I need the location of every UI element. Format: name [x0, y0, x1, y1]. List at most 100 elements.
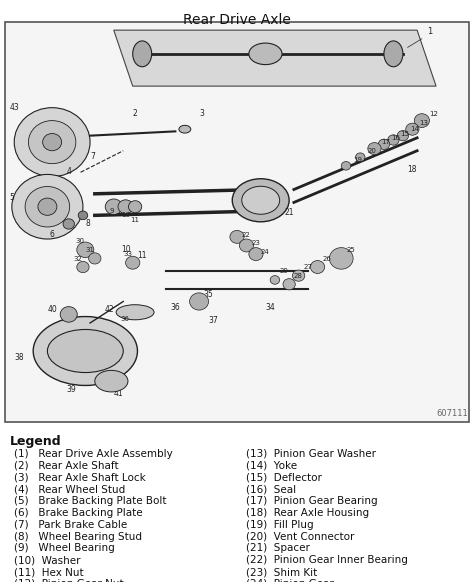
- Circle shape: [378, 139, 390, 150]
- Circle shape: [38, 198, 57, 215]
- Text: Rear Drive Axle: Rear Drive Axle: [183, 13, 291, 27]
- Circle shape: [14, 108, 90, 176]
- Text: 34: 34: [265, 303, 275, 312]
- Text: (13)  Pinion Gear Washer: (13) Pinion Gear Washer: [246, 449, 376, 459]
- Text: 21: 21: [284, 208, 294, 217]
- Ellipse shape: [249, 43, 282, 65]
- Circle shape: [190, 293, 209, 310]
- Text: 14: 14: [410, 126, 419, 132]
- Text: 23: 23: [251, 240, 260, 247]
- Text: 9: 9: [109, 208, 113, 214]
- Text: 8: 8: [85, 219, 90, 228]
- Text: (23)  Shim Kit: (23) Shim Kit: [246, 567, 318, 577]
- Ellipse shape: [47, 329, 123, 372]
- Circle shape: [63, 219, 74, 229]
- Text: 607111: 607111: [436, 409, 468, 418]
- Text: 26: 26: [322, 255, 331, 261]
- Text: 36: 36: [121, 316, 130, 322]
- Circle shape: [12, 175, 83, 239]
- Text: 17: 17: [382, 139, 391, 146]
- Text: 10: 10: [121, 212, 130, 218]
- Circle shape: [126, 256, 140, 269]
- Text: (1)   Rear Drive Axle Assembly: (1) Rear Drive Axle Assembly: [14, 449, 173, 459]
- Text: 27: 27: [303, 264, 312, 270]
- Text: 2: 2: [133, 109, 137, 118]
- Text: 25: 25: [346, 247, 355, 253]
- Text: 29: 29: [280, 268, 289, 275]
- Text: (3)   Rear Axle Shaft Lock: (3) Rear Axle Shaft Lock: [14, 473, 146, 482]
- Text: (5)   Brake Backing Plate Bolt: (5) Brake Backing Plate Bolt: [14, 496, 167, 506]
- Text: (14)  Yoke: (14) Yoke: [246, 461, 298, 471]
- Text: 11: 11: [137, 251, 147, 260]
- Text: (4)   Rear Wheel Stud: (4) Rear Wheel Stud: [14, 484, 126, 494]
- Text: (18)  Rear Axle Housing: (18) Rear Axle Housing: [246, 508, 370, 518]
- Text: 37: 37: [209, 316, 219, 325]
- Circle shape: [89, 253, 101, 264]
- Text: 36: 36: [171, 303, 181, 312]
- Text: 10: 10: [121, 245, 130, 254]
- Text: (10)  Washer: (10) Washer: [14, 555, 81, 565]
- Text: 3: 3: [199, 109, 204, 118]
- Circle shape: [397, 130, 409, 141]
- Circle shape: [283, 279, 295, 290]
- Text: (9)   Wheel Bearing: (9) Wheel Bearing: [14, 544, 115, 553]
- Ellipse shape: [33, 317, 137, 385]
- Circle shape: [230, 230, 244, 243]
- FancyBboxPatch shape: [5, 22, 469, 422]
- Circle shape: [77, 242, 94, 258]
- Text: (12)  Pinion Gear Nut: (12) Pinion Gear Nut: [14, 579, 124, 582]
- Text: 38: 38: [14, 353, 24, 361]
- Circle shape: [406, 123, 419, 135]
- Text: 5: 5: [9, 193, 14, 203]
- Text: 4: 4: [66, 168, 71, 176]
- Text: 24: 24: [261, 249, 269, 255]
- Ellipse shape: [95, 370, 128, 392]
- Circle shape: [25, 186, 70, 227]
- Text: 30: 30: [76, 239, 85, 244]
- Text: (20)  Vent Connector: (20) Vent Connector: [246, 531, 355, 542]
- Ellipse shape: [116, 305, 154, 320]
- Circle shape: [128, 201, 142, 213]
- Circle shape: [78, 211, 88, 219]
- Text: 31: 31: [85, 247, 94, 253]
- Circle shape: [118, 200, 133, 214]
- Text: 28: 28: [294, 273, 303, 279]
- Text: 42: 42: [104, 305, 114, 314]
- Ellipse shape: [242, 186, 280, 214]
- Text: 35: 35: [204, 290, 214, 299]
- Circle shape: [77, 261, 89, 272]
- Text: 7: 7: [90, 152, 95, 161]
- Text: 33: 33: [123, 251, 132, 257]
- Circle shape: [414, 113, 429, 127]
- Ellipse shape: [232, 179, 289, 222]
- Text: (15)  Deflector: (15) Deflector: [246, 473, 322, 482]
- Circle shape: [43, 133, 62, 151]
- Text: 39: 39: [66, 385, 76, 394]
- Text: 1: 1: [427, 27, 432, 37]
- Text: (2)   Rear Axle Shaft: (2) Rear Axle Shaft: [14, 461, 119, 471]
- Text: (11)  Hex Nut: (11) Hex Nut: [14, 567, 84, 577]
- Text: (7)   Park Brake Cable: (7) Park Brake Cable: [14, 520, 128, 530]
- Text: (6)   Brake Backing Plate: (6) Brake Backing Plate: [14, 508, 143, 518]
- Circle shape: [249, 248, 263, 261]
- Circle shape: [292, 270, 305, 281]
- Circle shape: [105, 199, 122, 215]
- Circle shape: [356, 153, 365, 161]
- Circle shape: [310, 261, 325, 274]
- Circle shape: [388, 135, 399, 145]
- Text: (16)  Seal: (16) Seal: [246, 484, 297, 494]
- Polygon shape: [114, 30, 436, 86]
- Text: 18: 18: [408, 165, 417, 174]
- Text: (17)  Pinion Gear Bearing: (17) Pinion Gear Bearing: [246, 496, 378, 506]
- Text: 16: 16: [391, 135, 400, 141]
- Text: 6: 6: [50, 230, 55, 239]
- Circle shape: [270, 276, 280, 284]
- Ellipse shape: [133, 41, 152, 67]
- Circle shape: [60, 307, 77, 322]
- Text: 12: 12: [429, 111, 438, 118]
- Text: 15: 15: [401, 131, 410, 137]
- Circle shape: [341, 161, 351, 170]
- Ellipse shape: [179, 125, 191, 133]
- Text: (8)   Wheel Bearing Stud: (8) Wheel Bearing Stud: [14, 531, 142, 542]
- Text: (21)  Spacer: (21) Spacer: [246, 544, 310, 553]
